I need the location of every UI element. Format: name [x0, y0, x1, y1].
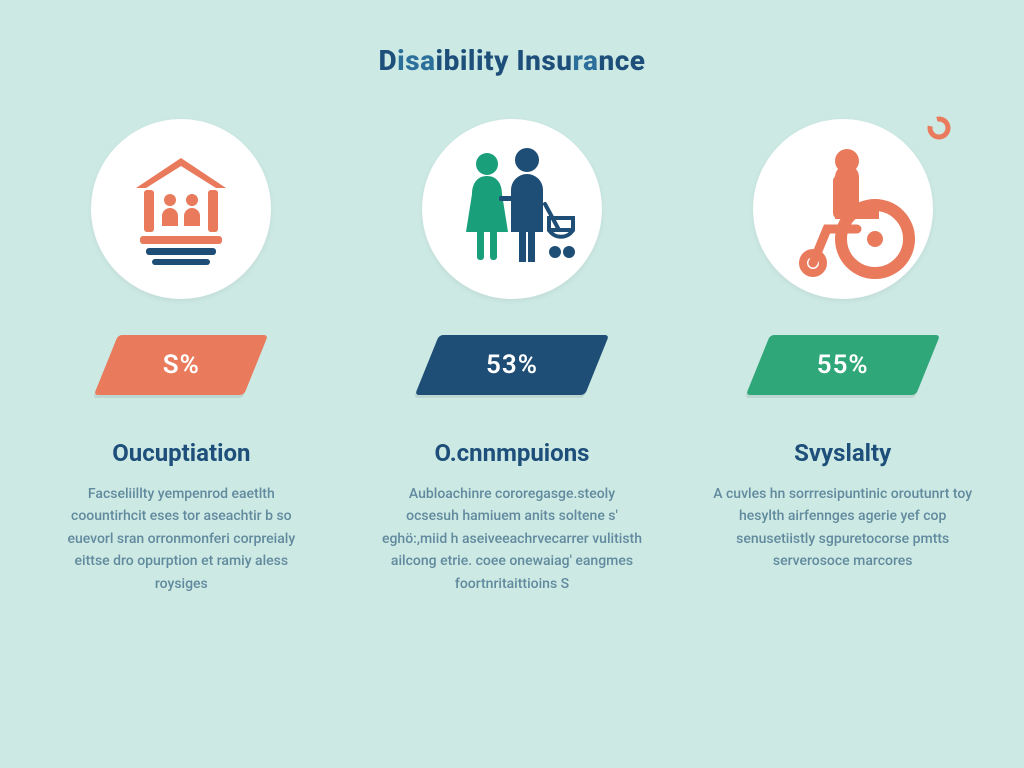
wheelchair-icon — [763, 129, 923, 289]
body-2: Aubloachinre cororegasge.steoly ocsesuh … — [382, 483, 642, 595]
stat-value-1: S% — [163, 350, 200, 380]
family-icon — [437, 134, 587, 284]
title-post: nce — [598, 44, 645, 77]
heading-2: O.cnnmpuions — [435, 439, 590, 467]
circle-3 — [753, 119, 933, 299]
columns-row: S% Oucuptiation Facseliillty yempenrod e… — [0, 119, 1024, 595]
stat-value-2: 53% — [486, 350, 538, 380]
heading-1: Oucuptiation — [112, 439, 250, 467]
heading-3: Svyslalty — [794, 439, 891, 467]
body-1: Facseliillty yempenrod eaetlth coountirh… — [51, 483, 311, 595]
title-hi2: ra — [573, 44, 599, 77]
column-composition: 53% O.cnnmpuions Aubloachinre cororegasg… — [379, 119, 646, 595]
page-title: Disaibility Insurance — [0, 0, 1024, 77]
title-hi: isa — [397, 44, 435, 77]
title-pre: D — [379, 44, 398, 77]
ring-badge-icon — [924, 113, 954, 143]
column-disability: 55% Svyslalty A cuvles hn sorrresipuntin… — [709, 119, 976, 595]
stat-plaque-3: 55% — [758, 335, 928, 395]
body-3: A cuvles hn sorrresipuntinic oroutunrt t… — [713, 483, 973, 573]
stat-value-3: 55% — [817, 350, 869, 380]
institution-icon — [116, 144, 246, 274]
title-mid: ibility Insu — [436, 44, 573, 77]
stat-plaque-2: 53% — [427, 335, 597, 395]
stat-plaque-1: S% — [106, 335, 256, 395]
circle-2 — [422, 119, 602, 299]
circle-1 — [91, 119, 271, 299]
column-occupation: S% Oucuptiation Facseliillty yempenrod e… — [48, 119, 315, 595]
